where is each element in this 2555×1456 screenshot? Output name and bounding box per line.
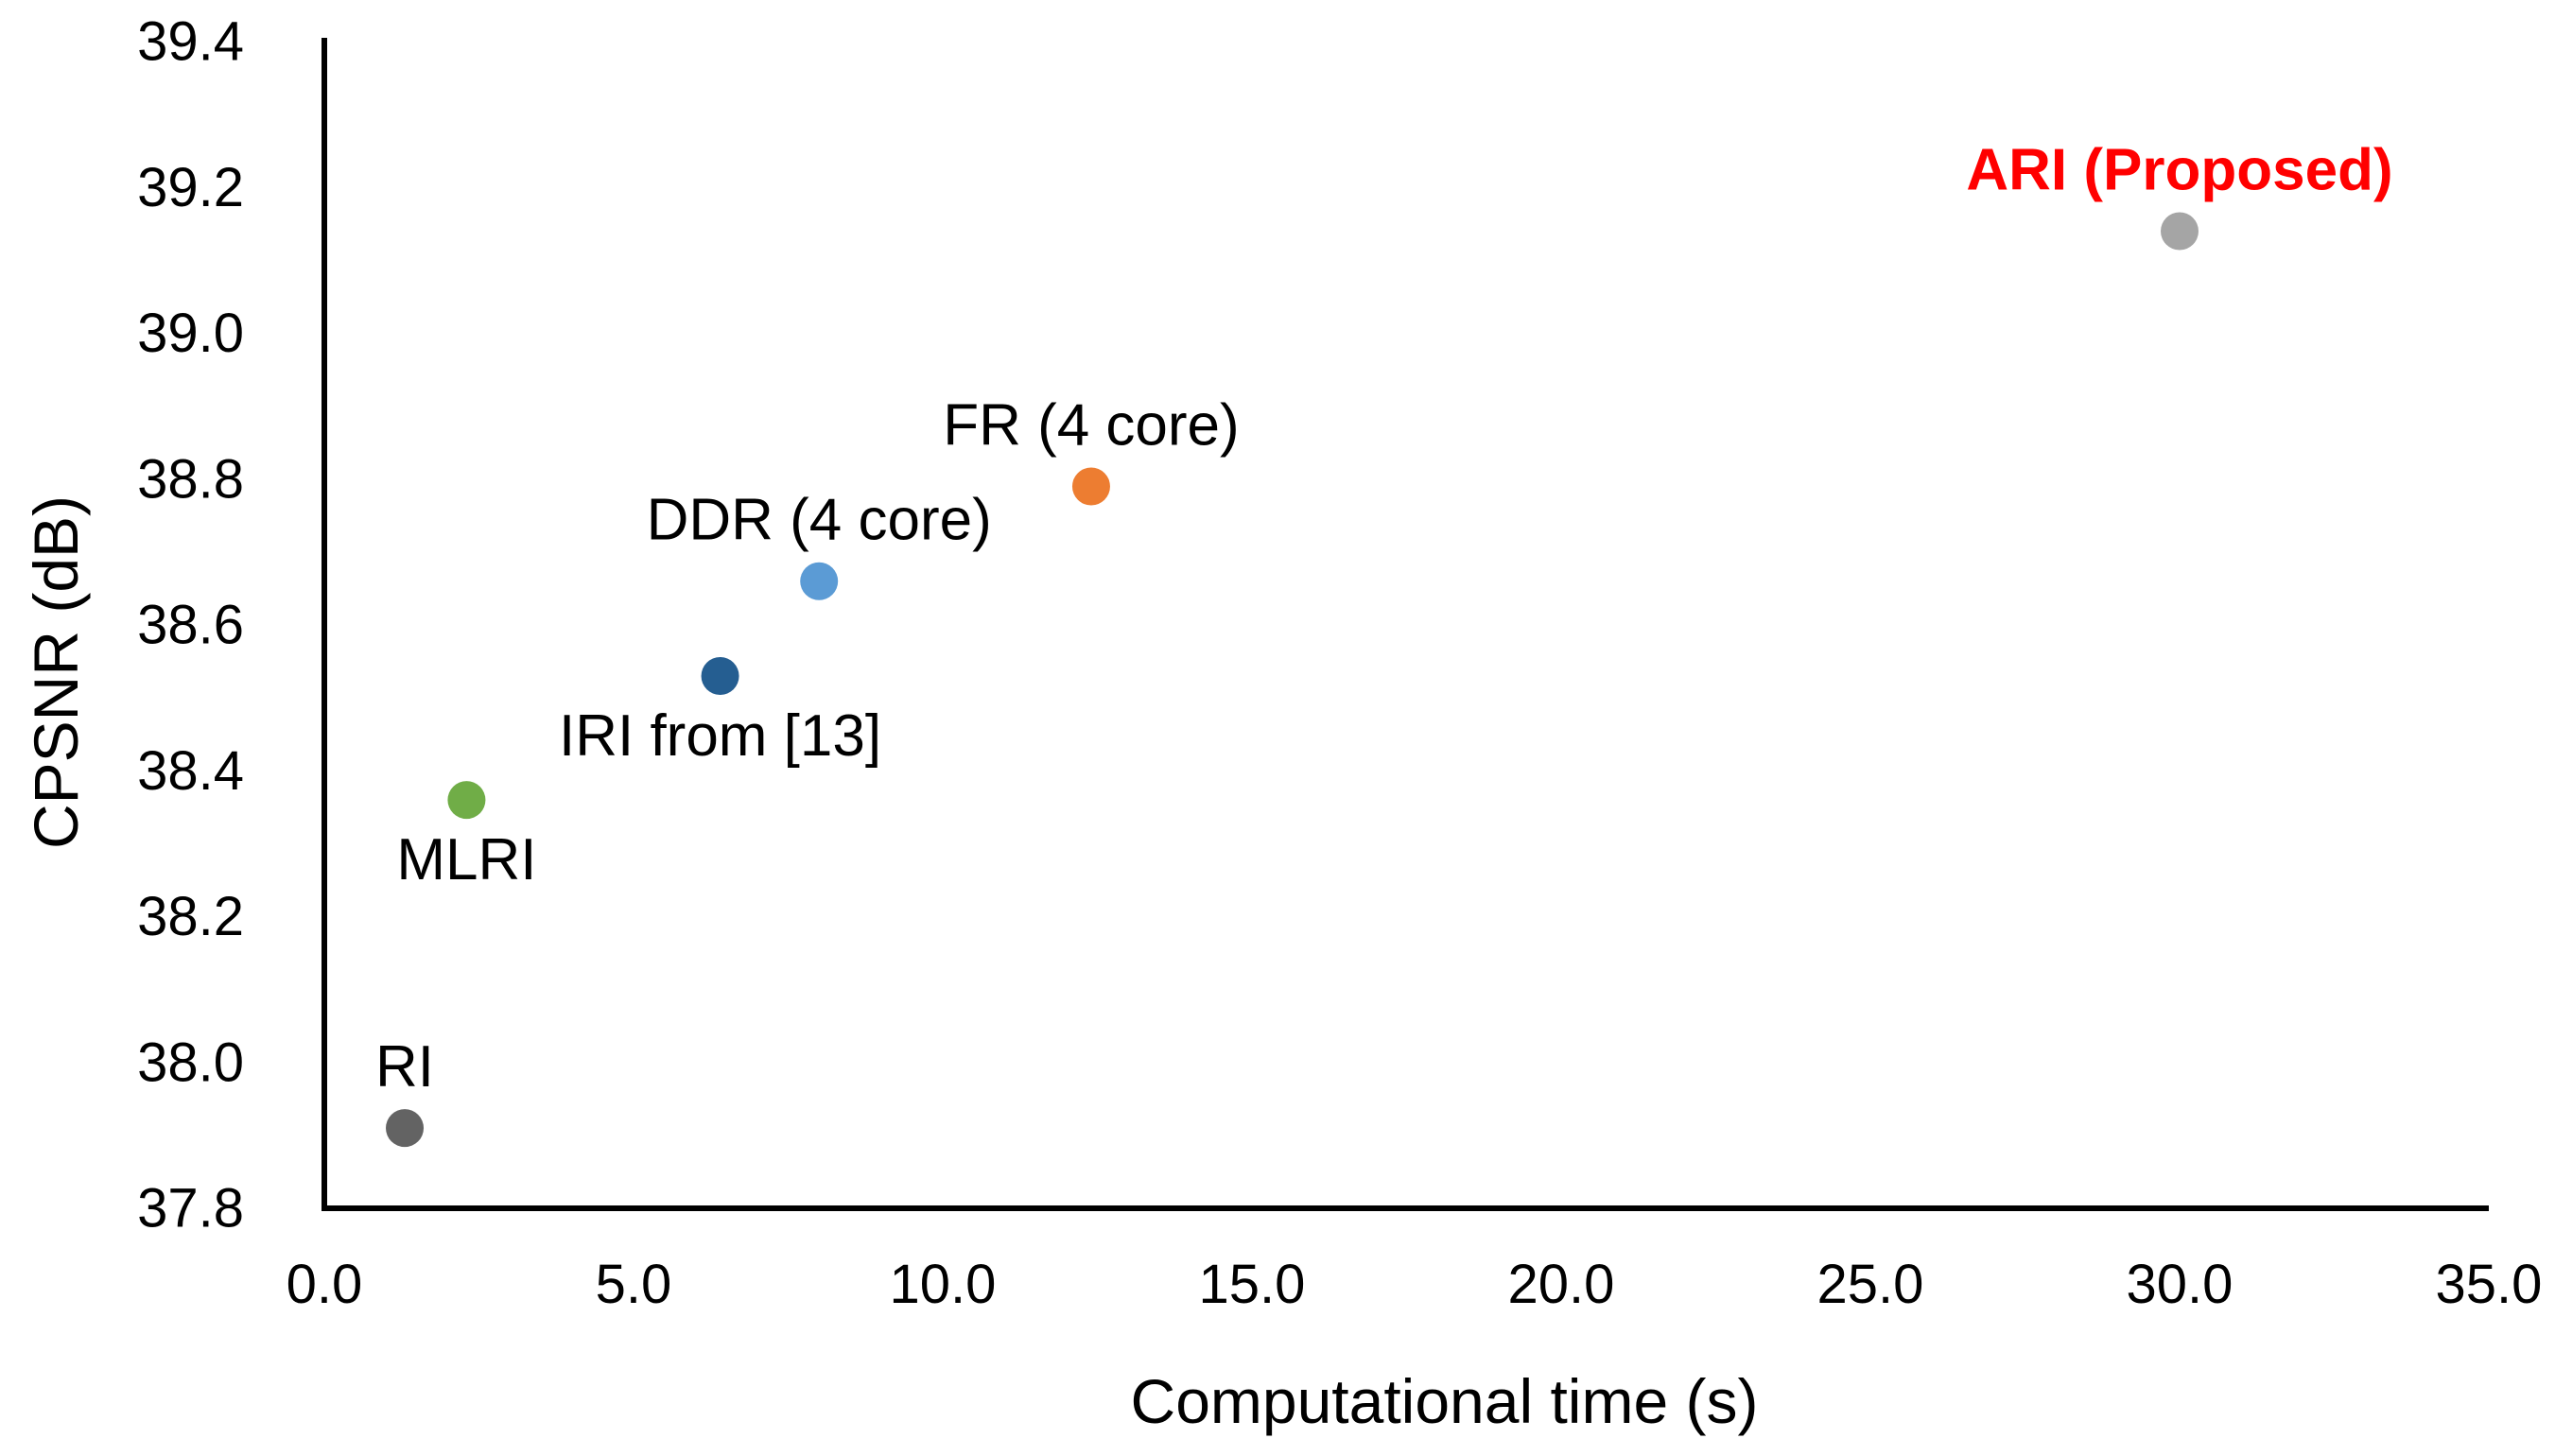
x-axis-ticks: 0.0 5.0 10.0 15.0 20.0 25.0 30.0 35.0 [287,1254,2543,1315]
x-tick-label: 20.0 [1508,1254,1615,1315]
x-axis-title: Computational time (s) [1131,1366,1759,1436]
data-point-ari [2161,212,2199,251]
y-axis-title: CPSNR (dB) [21,495,91,849]
y-tick-label: 38.2 [137,886,244,947]
x-tick-label: 30.0 [2127,1254,2233,1315]
x-tick-label: 5.0 [596,1254,672,1315]
data-point-ri [386,1109,425,1148]
y-tick-label: 38.8 [137,448,244,510]
data-label-ari: ARI (Proposed) [1966,138,2392,203]
data-label-iri: IRI from [13] [559,703,881,769]
y-tick-label: 38.4 [137,740,244,802]
y-tick-label: 38.0 [137,1031,244,1093]
x-tick-label: 15.0 [1199,1254,1306,1315]
y-tick-label: 38.6 [137,595,244,656]
y-tick-label: 37.8 [137,1178,244,1239]
y-tick-label: 39.0 [137,303,244,364]
data-label-mlri: MLRI [396,827,536,893]
x-tick-label: 25.0 [1817,1254,1924,1315]
data-labels: RI MLRI IRI from [13] DDR (4 core) FR (4 cor… [375,138,2393,1101]
data-label-fr: FR (4 core) [943,392,1239,458]
data-point-iri [701,656,739,695]
data-points [386,212,2199,1148]
data-label-ri: RI [375,1034,434,1100]
x-tick-label: 0.0 [287,1254,363,1315]
y-tick-label: 39.2 [137,157,244,218]
data-point-ddr [800,562,839,600]
data-point-fr [1071,467,1110,506]
data-label-ddr: DDR (4 core) [647,488,992,553]
x-tick-label: 10.0 [890,1254,997,1315]
x-tick-label: 35.0 [2436,1254,2543,1315]
data-point-mlri [447,781,486,820]
y-tick-label: 39.4 [137,11,244,73]
y-axis-ticks: 37.8 38.0 38.2 38.4 38.6 38.8 39.0 39.2 39.4 [137,11,244,1239]
